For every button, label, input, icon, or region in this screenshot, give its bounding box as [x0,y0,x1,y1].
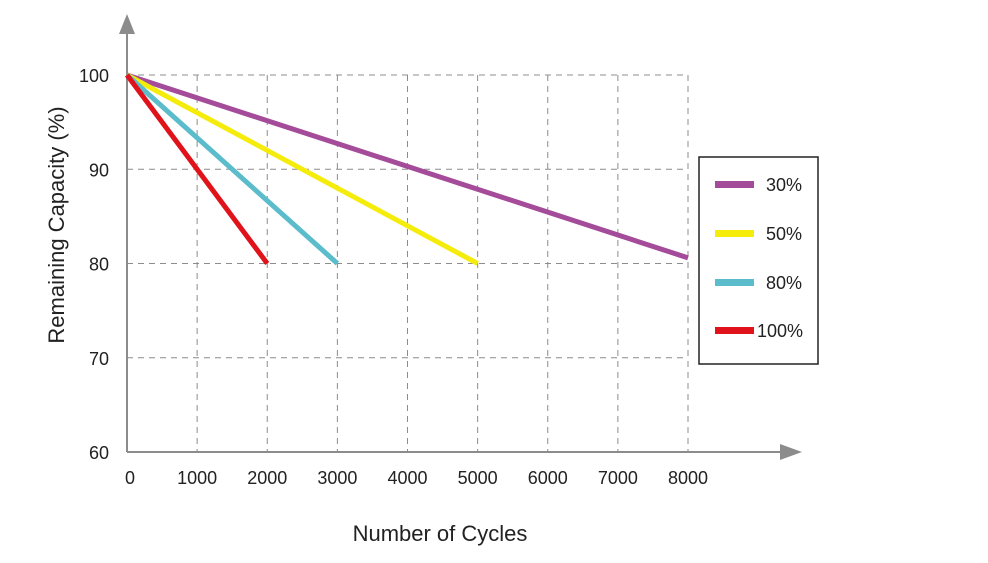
x-axis-title: Number of Cycles [353,521,528,546]
x-tick-label: 4000 [387,468,427,488]
series-line-100pct [124,73,270,265]
y-tick-label: 60 [89,443,109,463]
y-tick-label: 70 [89,349,109,369]
legend-swatch [715,327,754,334]
legend-swatch [715,181,754,188]
y-tick-label: 90 [89,160,109,180]
x-tick-label: 1000 [177,468,217,488]
y-tick-label: 80 [89,255,109,275]
y-axis-title: Remaining Capacity (%) [44,106,69,343]
x-tick-label: 2000 [247,468,287,488]
x-axis-arrow [780,444,802,460]
x-tick-label: 0 [125,468,135,488]
legend: 30% 50% 80% 100% [698,156,819,365]
legend-swatch [715,279,754,286]
legend-label: 50% [766,224,802,244]
grid [127,74,689,452]
x-tick-label: 5000 [458,468,498,488]
legend-label: 80% [766,273,802,293]
y-tick-label: 100 [79,66,109,86]
x-tick-label: 7000 [598,468,638,488]
legend-label: 100% [757,321,803,341]
series-line-80pct [125,73,340,266]
series-lines [124,72,689,266]
x-tick-label: 6000 [528,468,568,488]
x-tick-label: 3000 [317,468,357,488]
x-tick-label: 8000 [668,468,708,488]
tick-labels: 0 1000 2000 3000 4000 5000 6000 7000 8000 60 70 80 9… [79,66,708,488]
y-axis-arrow [119,14,135,34]
series-line-50pct [125,72,479,266]
legend-swatch [715,230,754,237]
legend-label: 30% [766,175,802,195]
axes [119,14,802,460]
series-line-30pct [126,72,689,261]
